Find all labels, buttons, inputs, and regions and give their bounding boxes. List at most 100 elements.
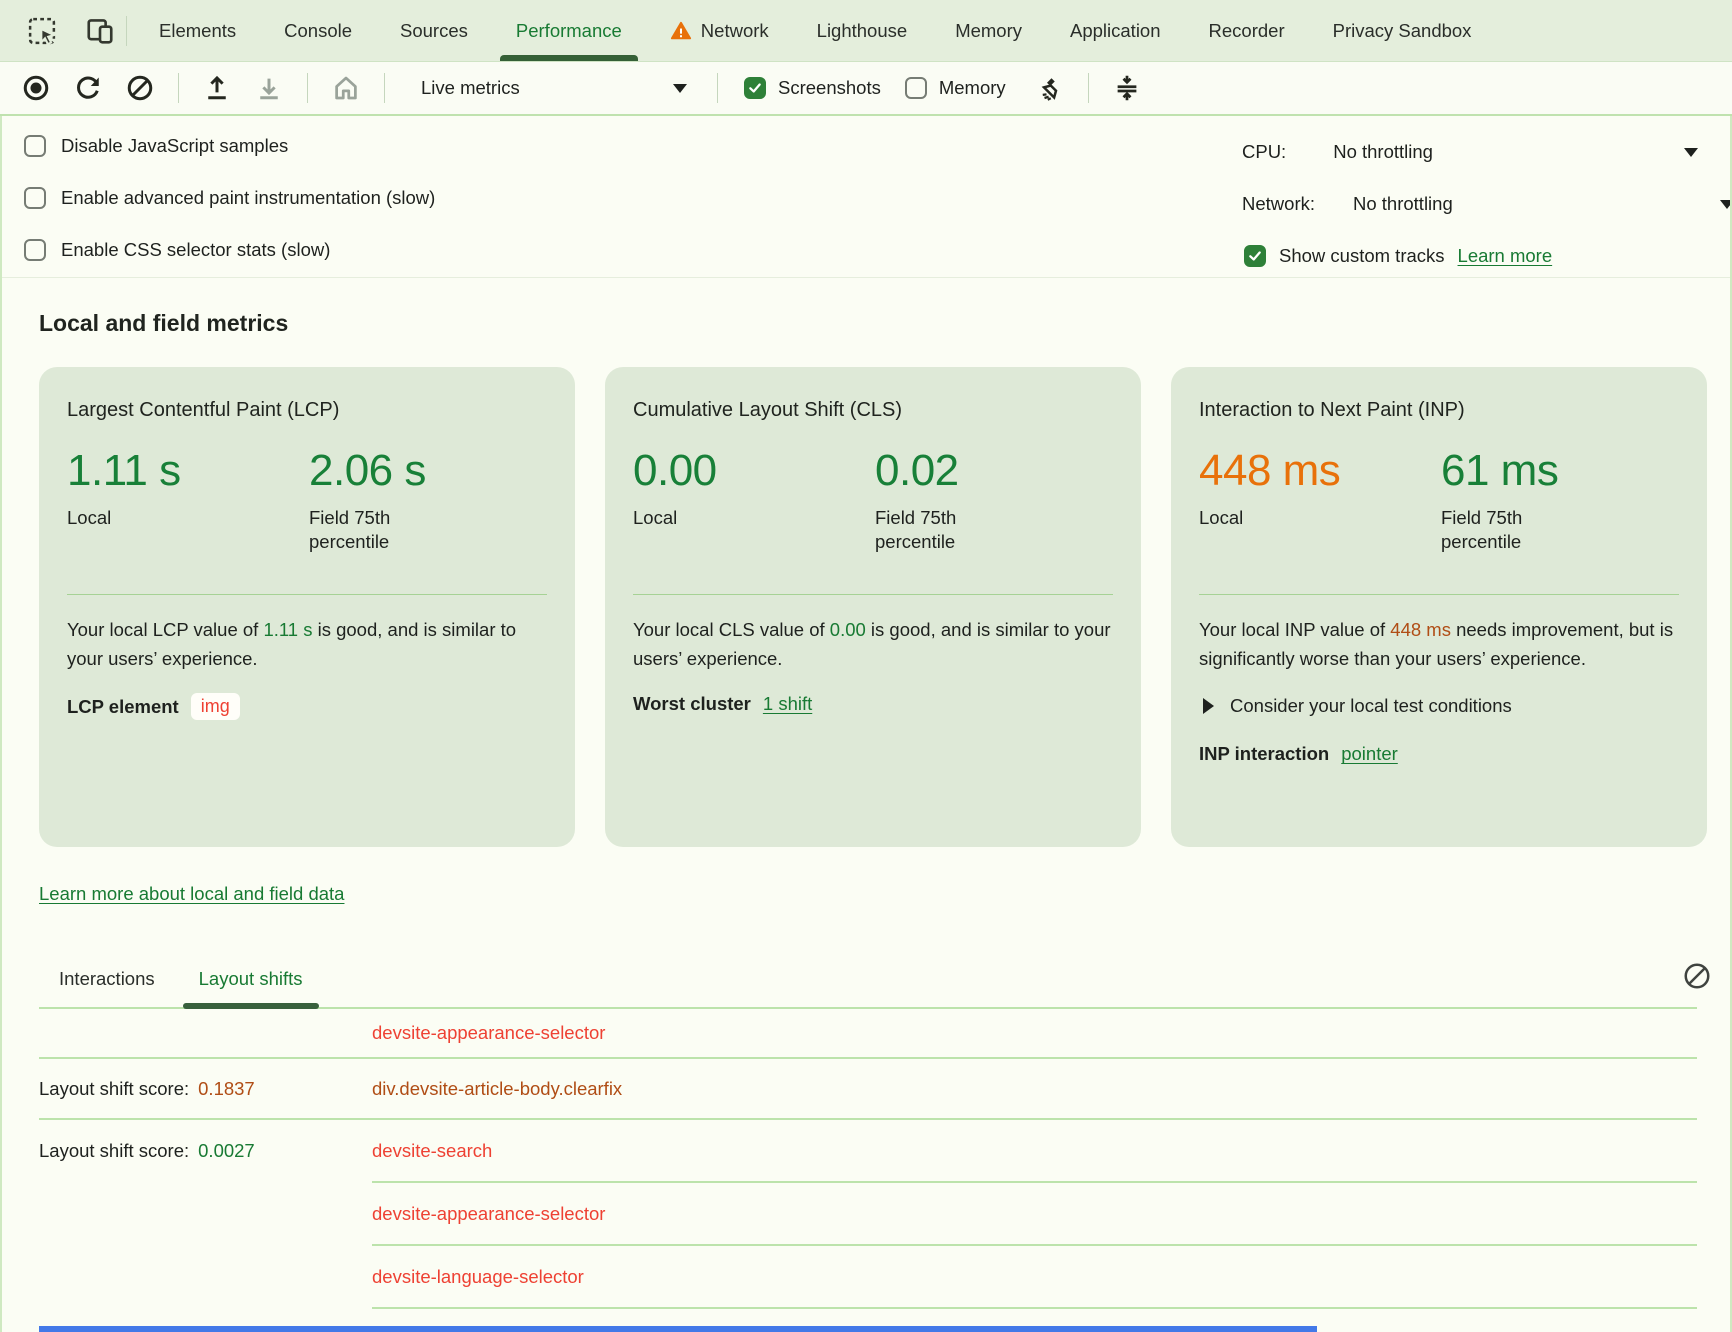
panel-tabs: Elements Console Sources Performance Network… — [135, 0, 1495, 61]
row-separator — [372, 1307, 1697, 1309]
toolbar-separator — [178, 73, 179, 103]
custom-tracks-checkbox[interactable] — [1244, 245, 1266, 267]
log-tabs-separator — [39, 1007, 1697, 1009]
shifted-element-link[interactable]: devsite-appearance-selector — [372, 1022, 606, 1043]
tab-network[interactable]: Network — [646, 0, 793, 61]
tab-label: Application — [1070, 19, 1161, 41]
inp-field-value: 61 ms — [1441, 446, 1559, 495]
performance-toolbar: Live metrics Screenshots Memory — [0, 62, 1732, 116]
local-field-data-learn-more-link[interactable]: Learn more about local and field data — [39, 883, 345, 904]
cls-local-label: Local — [633, 507, 678, 528]
screenshots-checkbox[interactable] — [744, 77, 766, 99]
layout-shift-row: Layout shift score: 0.1837 div.devsite-art… — [39, 1059, 1697, 1120]
tab-memory[interactable]: Memory — [931, 0, 1046, 61]
card-divider — [633, 594, 1113, 595]
cls-field-value: 0.02 — [875, 446, 959, 495]
devtools-tabbar: Elements Console Sources Performance Network… — [0, 0, 1732, 62]
inp-interaction-link[interactable]: pointer — [1341, 743, 1398, 765]
shifted-element-link[interactable]: devsite-language-selector — [372, 1265, 584, 1287]
tab-performance[interactable]: Performance — [492, 0, 646, 61]
lcp-local-value: 1.11 s — [67, 446, 181, 495]
layout-shift-row: devsite-appearance-selector — [39, 1183, 1697, 1244]
layout-shift-score-value: 0.1837 — [198, 1077, 255, 1099]
card-divider — [1199, 594, 1679, 595]
screenshots-label: Screenshots — [778, 77, 881, 98]
home-icon[interactable] — [324, 68, 368, 108]
lcp-description: Your local LCP value of 1.11 s is good, … — [67, 619, 517, 670]
metric-cards: Largest Contentful Paint (LCP) 1.11 s Lo… — [39, 367, 1730, 847]
collapse-panel-icon[interactable] — [1105, 68, 1149, 108]
reload-record-button[interactable] — [66, 68, 110, 108]
toolbar-separator — [384, 73, 385, 103]
inp-local-label: Local — [1199, 507, 1244, 528]
cpu-throttling-select[interactable]: CPU: No throttling — [1242, 130, 1698, 174]
row-separator — [372, 1181, 1697, 1183]
layout-shift-score-label: Layout shift score: — [39, 1139, 190, 1161]
screenshot-strip-top — [39, 1326, 1317, 1332]
cpu-value: No throttling — [1333, 141, 1433, 162]
tab-label: Elements — [159, 19, 237, 41]
chevron-down-icon — [1720, 199, 1730, 209]
history-dropdown[interactable]: Live metrics — [401, 68, 701, 108]
shifted-element-link[interactable]: devsite-search — [372, 1139, 493, 1161]
checkbox[interactable] — [24, 187, 46, 209]
record-button[interactable] — [14, 68, 58, 108]
tab-console[interactable]: Console — [260, 0, 376, 61]
checkbox[interactable] — [24, 239, 46, 261]
lcp-element-label: LCP element — [67, 695, 179, 717]
cls-local-value: 0.00 — [633, 446, 717, 495]
custom-tracks-learn-more-link[interactable]: Learn more — [1457, 245, 1553, 266]
clear-log-icon[interactable] — [1682, 961, 1712, 991]
layout-shift-row: Layout shift score: 0.0027 devsite-search — [39, 1120, 1697, 1181]
tab-label: Lighthouse — [816, 19, 908, 41]
inspect-element-icon[interactable] — [24, 13, 60, 49]
tab-recorder[interactable]: Recorder — [1185, 0, 1309, 61]
lcp-field-label: Field 75th percentile — [309, 507, 391, 553]
gc-broom-icon[interactable] — [1028, 68, 1072, 108]
toolbar-separator — [717, 73, 718, 103]
worst-cluster-label: Worst cluster — [633, 693, 751, 715]
checkbox[interactable] — [24, 135, 46, 157]
download-profile-icon[interactable] — [247, 68, 291, 108]
memory-checkbox[interactable] — [904, 77, 927, 99]
layout-shift-row: devsite-language-selector — [39, 1246, 1697, 1307]
lcp-element-chip[interactable]: img — [190, 693, 240, 721]
device-toolbar-icon[interactable] — [82, 13, 118, 49]
warning-icon — [670, 20, 692, 42]
worst-cluster-link[interactable]: 1 shift — [762, 693, 813, 715]
clear-button[interactable] — [118, 68, 162, 108]
lcp-local-label: Local — [67, 507, 112, 528]
shifted-element-link[interactable]: div.devsite-article-body.clearfix — [372, 1077, 623, 1099]
memory-label: Memory — [938, 77, 1006, 98]
show-custom-tracks-toggle[interactable]: Show custom tracks Learn more — [1244, 234, 1552, 278]
layout-shift-score-label: Layout shift score: — [39, 1077, 190, 1099]
shifted-element-link[interactable]: devsite-appearance-selector — [372, 1202, 606, 1224]
live-metrics-label: Live metrics — [421, 77, 520, 98]
memory-toggle[interactable]: Memory — [904, 77, 1006, 99]
setting-checkbox-row[interactable]: Enable CSS selector stats (slow) — [24, 224, 435, 276]
tab-lighthouse[interactable]: Lighthouse — [793, 0, 932, 61]
layout-shift-rows: devsite-appearance-selector Layout shift … — [39, 1009, 1697, 1332]
tab-label: Network — [700, 19, 769, 41]
log-tab-layout-shifts[interactable]: Layout shifts — [182, 959, 319, 1009]
tab-sources[interactable]: Sources — [376, 0, 492, 61]
log-tab-interactions[interactable]: Interactions — [59, 968, 155, 989]
network-throttling-select[interactable]: Network: No throttling — [1242, 182, 1730, 226]
chevron-down-icon — [673, 83, 687, 93]
screenshots-toggle[interactable]: Screenshots — [744, 77, 881, 99]
tab-application[interactable]: Application — [1046, 0, 1185, 61]
layout-shift-score-value: 0.0027 — [198, 1139, 255, 1161]
tab-elements[interactable]: Elements — [135, 0, 260, 61]
cls-inline-value: 0.00 — [829, 619, 866, 640]
local-test-conditions-expander[interactable]: Consider your local test conditions — [1199, 695, 1679, 717]
setting-checkbox-row[interactable]: Disable JavaScript samples — [24, 120, 435, 172]
upload-profile-icon[interactable] — [195, 68, 239, 108]
tab-privacy-sandbox[interactable]: Privacy Sandbox — [1309, 0, 1496, 61]
cls-description: Your local CLS value of 0.00 is good, an… — [633, 619, 1111, 670]
inp-inline-value: 448 ms — [1390, 619, 1451, 640]
setting-checkbox-row[interactable]: Enable advanced paint instrumentation (s… — [24, 172, 435, 224]
custom-tracks-label: Show custom tracks — [1279, 245, 1445, 266]
tabbar-left-icons — [0, 0, 118, 61]
inp-field-label: Field 75th percentile — [1441, 507, 1523, 553]
cls-field-label: Field 75th percentile — [875, 507, 957, 553]
